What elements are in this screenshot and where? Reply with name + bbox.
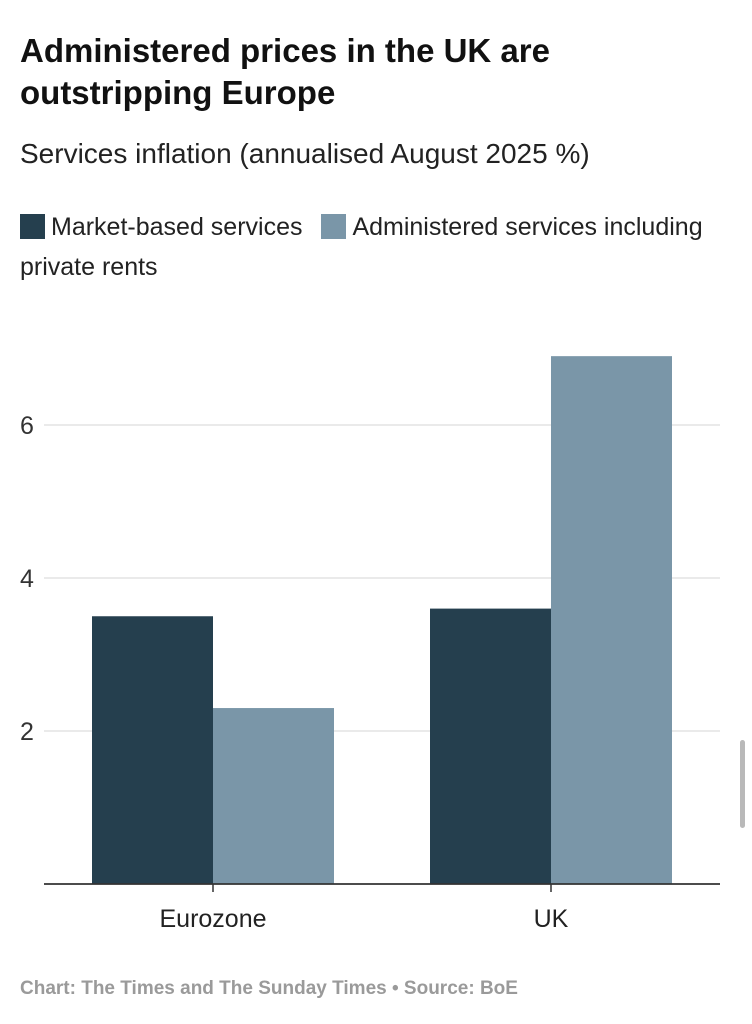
bar-chart: 2 4 6 Eurozone UK xyxy=(20,356,720,933)
legend: Market-based services Administered servi… xyxy=(20,207,740,287)
legend-item-administered: Administered services including private … xyxy=(20,213,703,281)
y-tick-label-2: 2 xyxy=(20,718,34,746)
legend-swatch-market xyxy=(20,214,45,239)
chart-title: Administered prices in the UK are outstr… xyxy=(20,32,550,111)
x-tick-label-uk: UK xyxy=(534,905,569,933)
chart-subtitle: Services inflation (annualised August 20… xyxy=(20,138,590,169)
legend-label-administered: Administered services including private … xyxy=(20,213,703,281)
y-tick-label-4: 4 xyxy=(20,565,34,593)
bar-eurozone-series-0 xyxy=(92,616,213,884)
bar-uk-series-0 xyxy=(430,608,551,884)
y-tick-label-6: 6 xyxy=(20,412,34,440)
chart-source: Chart: The Times and The Sunday Times • … xyxy=(20,978,518,999)
legend-swatch-administered xyxy=(321,214,347,239)
scrollbar[interactable] xyxy=(740,740,745,828)
x-tick-label-eurozone: Eurozone xyxy=(159,905,266,933)
bar-uk-series-1 xyxy=(551,356,672,884)
legend-label-market: Market-based services xyxy=(51,213,303,241)
legend-item-market: Market-based services xyxy=(20,213,302,241)
bar-eurozone-series-1 xyxy=(213,708,334,884)
